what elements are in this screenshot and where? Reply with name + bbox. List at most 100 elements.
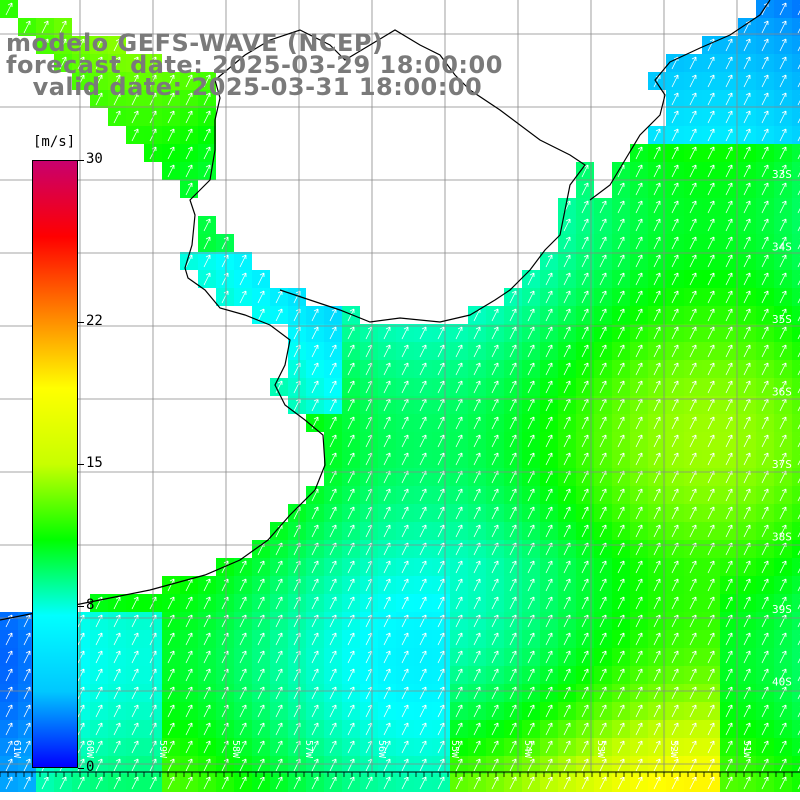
wind-arrow xyxy=(581,236,589,250)
wind-arrow xyxy=(131,686,139,700)
wind-arrow xyxy=(455,686,463,700)
wind-arrow xyxy=(23,20,31,34)
wind-arrow xyxy=(257,308,265,322)
wind-arrow xyxy=(455,344,463,358)
wind-arrow xyxy=(509,326,517,340)
wind-arrow xyxy=(329,578,337,592)
wind-arrow xyxy=(617,308,625,322)
wind-arrow xyxy=(761,74,769,88)
wind-arrow xyxy=(779,380,787,394)
wind-arrow xyxy=(311,524,319,538)
wind-arrow xyxy=(311,650,319,664)
wind-arrow xyxy=(653,758,661,772)
wind-arrow xyxy=(545,254,553,268)
wind-arrow xyxy=(401,776,409,790)
wind-arrow xyxy=(689,272,697,286)
wind-arrow xyxy=(311,578,319,592)
wind-arrow xyxy=(563,740,571,754)
wind-arrow xyxy=(671,686,679,700)
wind-cell xyxy=(792,306,800,324)
wind-arrow xyxy=(185,146,193,160)
wind-arrow xyxy=(599,290,607,304)
wind-arrow xyxy=(419,632,427,646)
wind-arrow xyxy=(167,650,175,664)
wind-arrow xyxy=(401,596,409,610)
wind-arrow xyxy=(725,524,733,538)
wind-arrow xyxy=(743,596,751,610)
wind-arrow xyxy=(185,182,193,196)
wind-arrow xyxy=(653,722,661,736)
wind-arrow xyxy=(347,560,355,574)
wind-arrow xyxy=(581,560,589,574)
wind-arrow xyxy=(671,488,679,502)
wind-arrow xyxy=(725,632,733,646)
wind-arrow xyxy=(311,344,319,358)
wind-arrow xyxy=(491,632,499,646)
wind-arrow xyxy=(311,668,319,682)
wind-arrow xyxy=(743,128,751,142)
wind-arrow xyxy=(347,740,355,754)
wind-arrow xyxy=(689,506,697,520)
wind-arrow xyxy=(185,128,193,142)
wind-arrow xyxy=(545,776,553,790)
wind-arrow xyxy=(707,686,715,700)
wind-arrow xyxy=(473,560,481,574)
wind-arrow xyxy=(761,182,769,196)
wind-arrow xyxy=(167,686,175,700)
wind-arrow xyxy=(401,578,409,592)
wind-arrow xyxy=(671,722,679,736)
wind-arrow xyxy=(743,236,751,250)
wind-arrow xyxy=(743,254,751,268)
wind-arrow xyxy=(689,524,697,538)
wind-cell xyxy=(792,522,800,540)
wind-arrow xyxy=(617,362,625,376)
wind-arrow xyxy=(203,740,211,754)
title-forecast-date: forecast date: 2025-03-29 18:00:00 xyxy=(6,51,503,79)
wind-arrow xyxy=(797,94,800,106)
wind-arrow xyxy=(59,20,67,34)
wind-arrow xyxy=(491,704,499,718)
wind-arrow xyxy=(113,740,121,754)
wind-arrow xyxy=(581,272,589,286)
wind-arrow xyxy=(689,218,697,232)
wind-arrow xyxy=(347,344,355,358)
wind-arrow xyxy=(797,400,800,412)
wind-arrow xyxy=(347,776,355,790)
wind-arrow xyxy=(347,758,355,772)
wind-arrow xyxy=(239,650,247,664)
wind-arrow xyxy=(581,506,589,520)
wind-cell xyxy=(792,108,800,126)
wind-arrow xyxy=(95,740,103,754)
wind-arrow xyxy=(743,524,751,538)
wind-arrow xyxy=(167,740,175,754)
wind-arrow xyxy=(491,722,499,736)
wind-arrow xyxy=(635,308,643,322)
wind-arrow xyxy=(797,364,800,376)
wind-arrow xyxy=(563,776,571,790)
wind-arrow xyxy=(689,776,697,790)
wind-arrow xyxy=(509,380,517,394)
wind-arrow xyxy=(185,668,193,682)
wind-arrow xyxy=(743,704,751,718)
wind-arrow xyxy=(725,416,733,430)
wind-arrow xyxy=(131,704,139,718)
title-model: modelo GEFS-WAVE (NCEP) xyxy=(6,29,384,57)
wind-arrow xyxy=(563,488,571,502)
wind-arrow xyxy=(743,38,751,52)
wind-arrow xyxy=(527,632,535,646)
wind-arrow xyxy=(437,488,445,502)
wind-arrow xyxy=(311,506,319,520)
wind-arrow xyxy=(347,326,355,340)
wind-arrow xyxy=(239,578,247,592)
wind-arrow xyxy=(419,704,427,718)
wind-arrow xyxy=(779,578,787,592)
wind-arrow xyxy=(635,668,643,682)
wind-arrow xyxy=(617,272,625,286)
wind-arrow xyxy=(185,776,193,790)
wind-arrow xyxy=(653,146,661,160)
wind-arrow xyxy=(797,472,800,484)
wind-arrow xyxy=(401,344,409,358)
wind-arrow xyxy=(779,560,787,574)
wind-arrow xyxy=(779,236,787,250)
